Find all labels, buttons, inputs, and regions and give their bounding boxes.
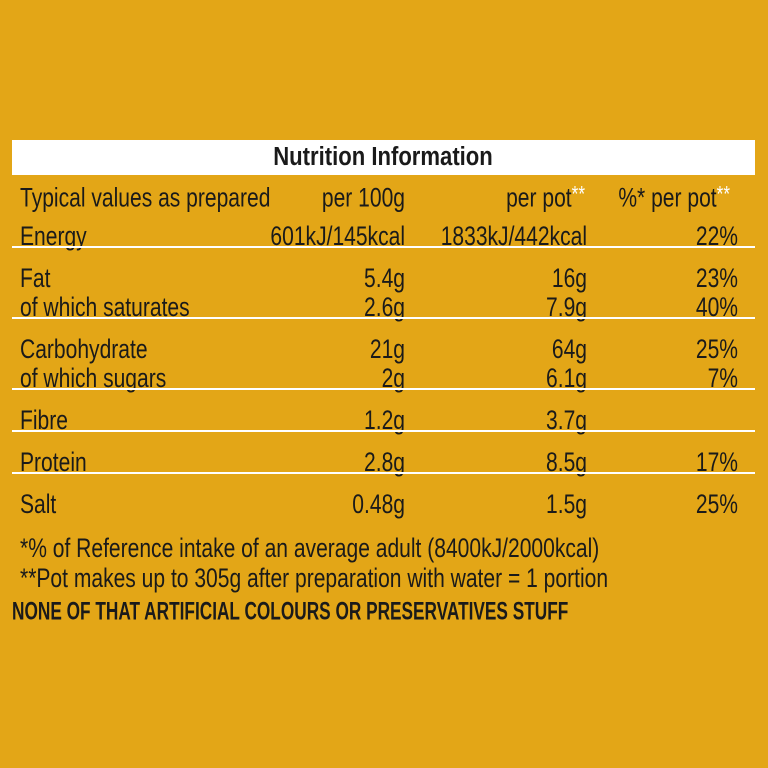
- column-header-text: %* per pot: [618, 184, 717, 214]
- title: Nutrition Information: [273, 142, 493, 171]
- nutrient-value: 21g: [370, 335, 405, 365]
- column-header: per 100g: [322, 184, 405, 214]
- column-header-note: **: [572, 183, 586, 208]
- nutrient-value: 5.4g: [364, 264, 405, 294]
- footnote: **Pot makes up to 305g after preparation…: [20, 564, 608, 594]
- title-bar: [12, 140, 755, 175]
- column-header-text: per pot: [506, 184, 572, 214]
- footnote: *% of Reference intake of an average adu…: [20, 534, 599, 564]
- nutrient-name: Carbohydrate: [20, 335, 148, 365]
- nutrient-value: 64g: [552, 335, 587, 365]
- column-header-note: **: [717, 183, 731, 208]
- column-header-text: per 100g: [322, 184, 405, 214]
- nutrient-name: Fat: [20, 264, 51, 294]
- column-header-text: Typical values as prepared: [20, 184, 270, 214]
- nutrient-name: Salt: [20, 490, 57, 520]
- nutrient-value: 2g: [382, 364, 405, 394]
- column-header: per pot**: [506, 183, 585, 214]
- nutrient-value: 16g: [552, 264, 587, 294]
- nutrient-value: 23%: [696, 264, 738, 294]
- nutrient-value: 0.48g: [352, 490, 405, 520]
- column-header: Typical values as prepared: [20, 184, 270, 214]
- nutrient-value: 25%: [696, 335, 738, 365]
- nutrient-value: 1.5g: [546, 490, 587, 520]
- slogan: NONE OF THAT ARTIFICIAL COLOURS OR PRESE…: [12, 597, 568, 625]
- column-header: %* per pot**: [618, 183, 730, 214]
- nutrient-value: 25%: [696, 490, 738, 520]
